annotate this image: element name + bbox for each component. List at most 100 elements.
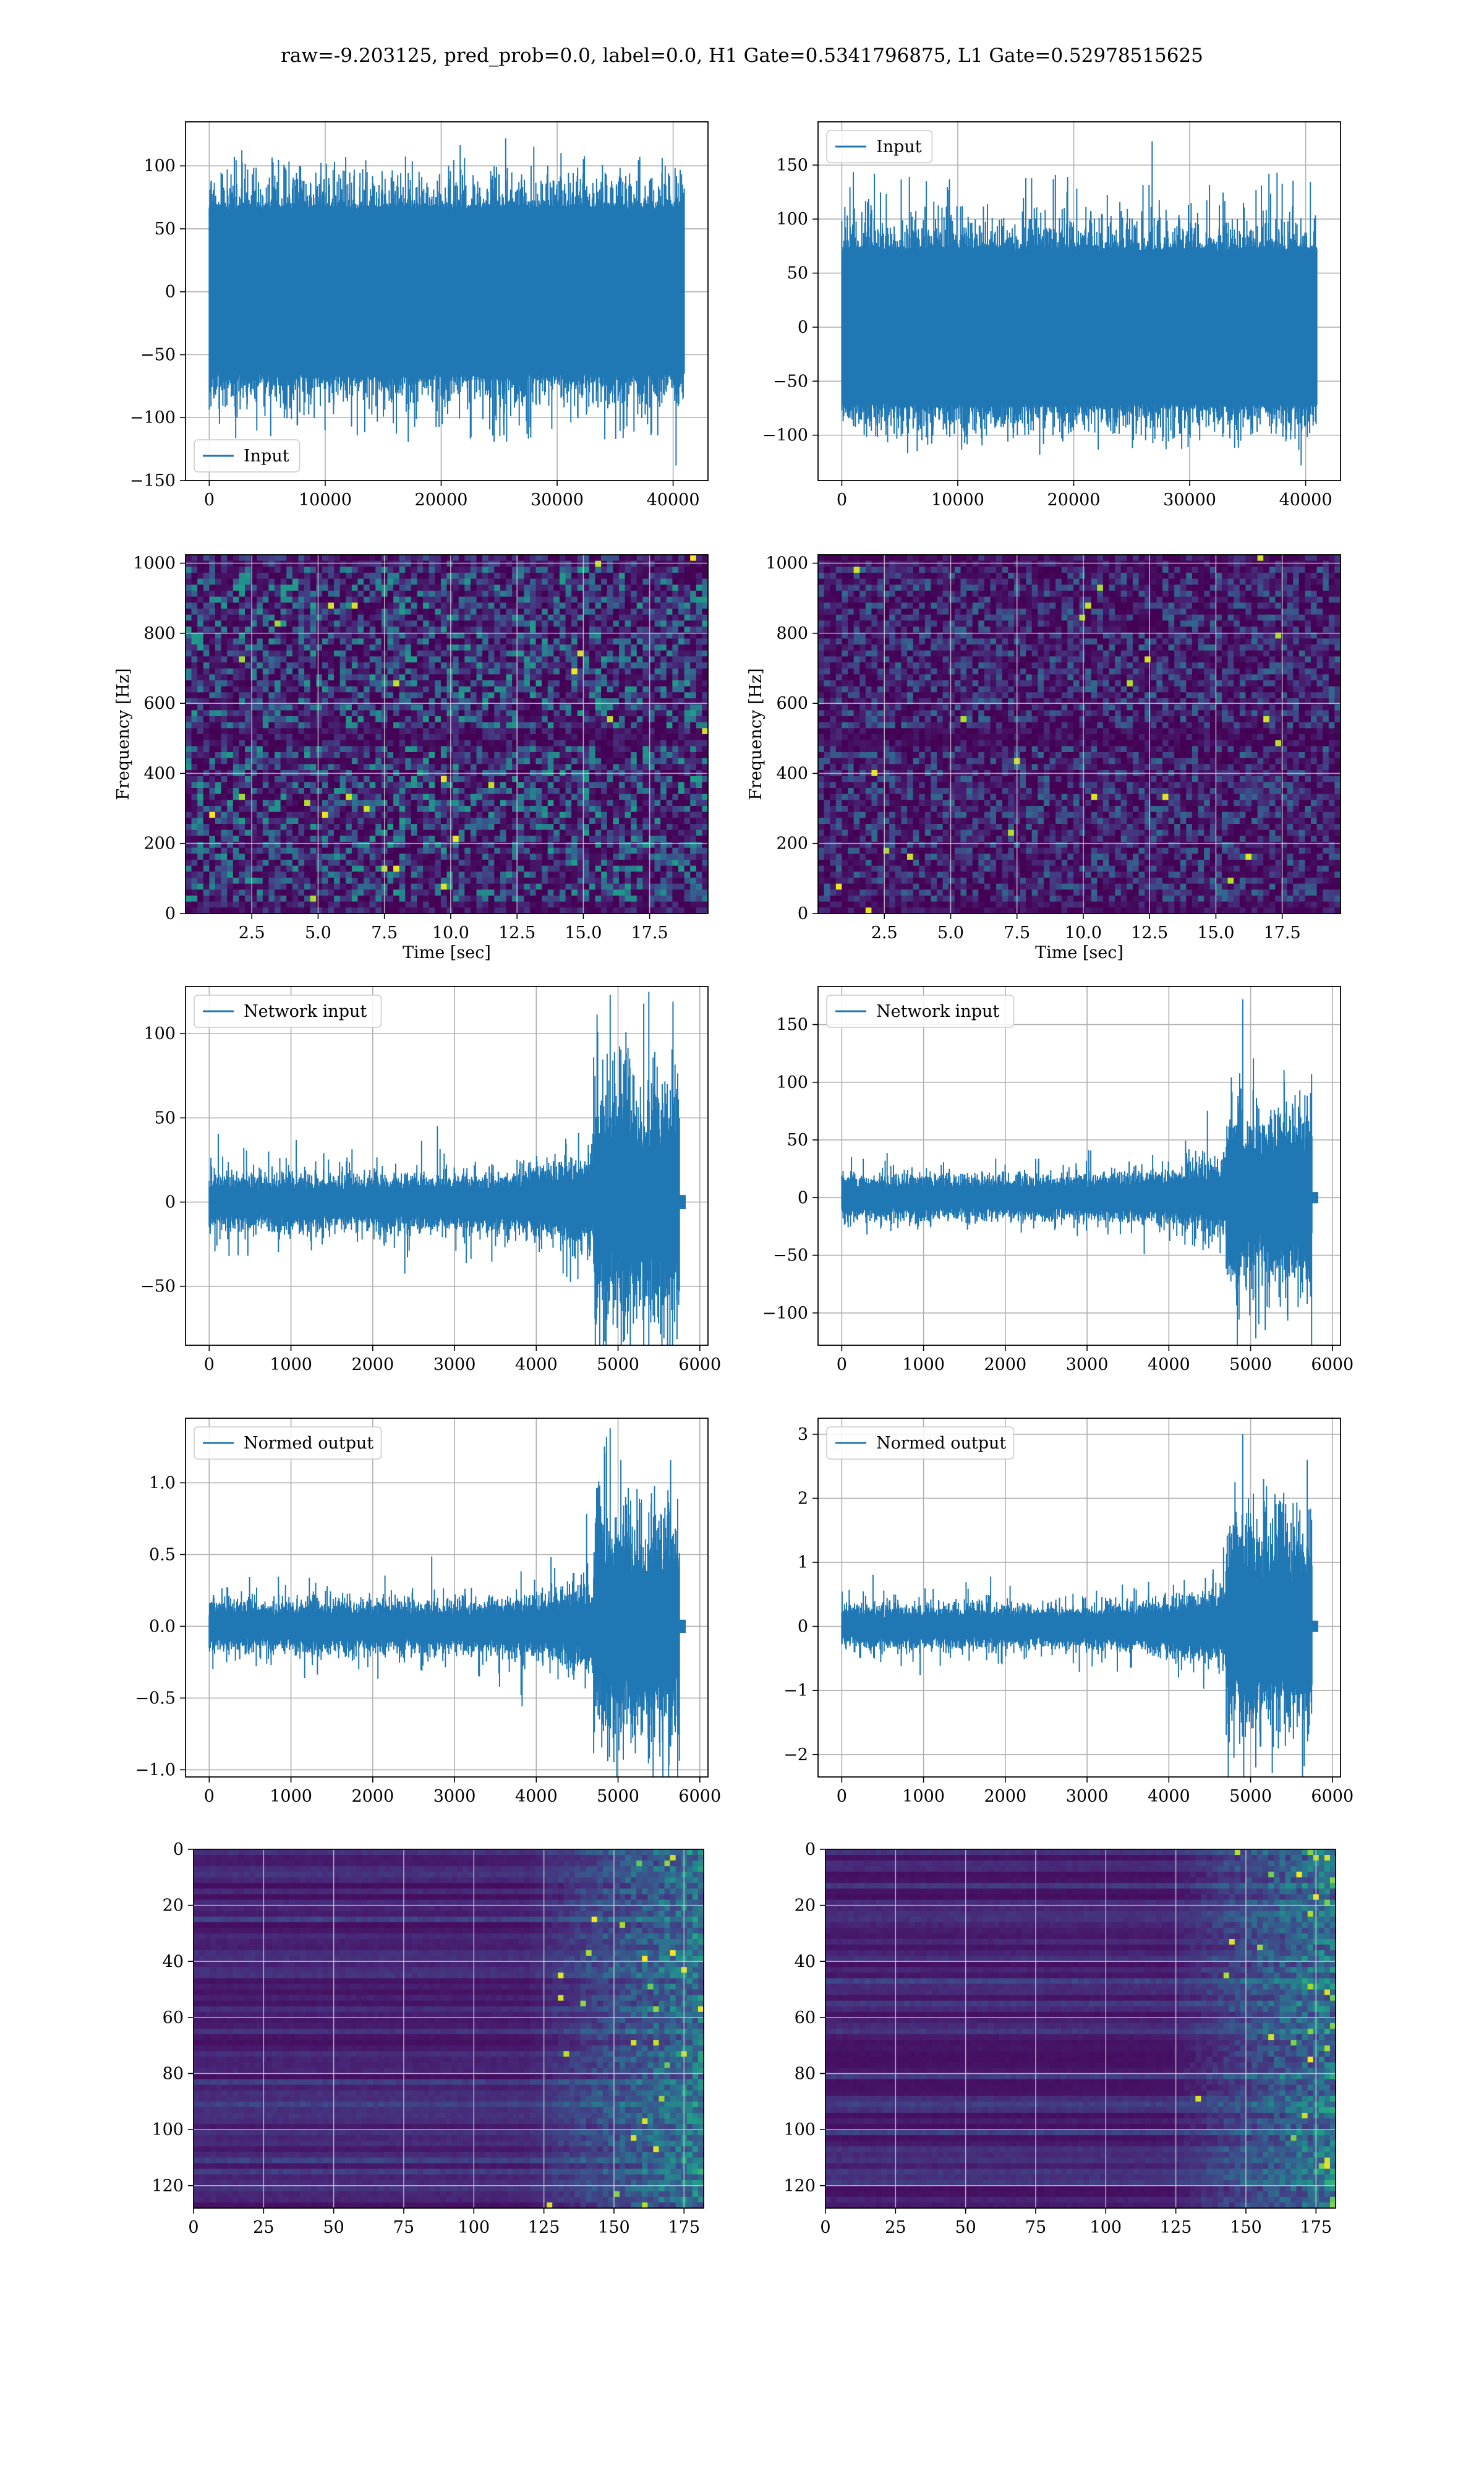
spectrogram-cell bbox=[346, 704, 352, 711]
spectrogram-cell bbox=[197, 889, 203, 896]
spectrogram-cell bbox=[506, 602, 513, 609]
spectrogram-cell bbox=[583, 812, 589, 818]
spectrogram-cell bbox=[227, 842, 233, 848]
spectrogram-cell bbox=[417, 687, 423, 693]
spectrogram-cell bbox=[566, 806, 572, 812]
spectrogram-cell bbox=[660, 609, 667, 615]
spectrogram-cell bbox=[405, 902, 411, 908]
spectrogram-cell bbox=[370, 740, 376, 747]
spectrogram-cell bbox=[566, 716, 572, 722]
spectrogram-cell bbox=[423, 644, 429, 651]
spectrogram-cell bbox=[548, 561, 554, 567]
spectrogram-cell bbox=[197, 848, 203, 854]
spectrogram-cell bbox=[304, 848, 310, 854]
spectrogram-cell bbox=[292, 597, 299, 603]
spectrogram-cell bbox=[571, 824, 578, 830]
spectrogram-cell bbox=[488, 752, 495, 758]
spectrogram-cell bbox=[352, 692, 358, 698]
spectrogram-cell bbox=[571, 567, 578, 573]
spectrogram-cell bbox=[417, 573, 423, 579]
spectrogram-cell bbox=[524, 848, 530, 854]
spectrogram-cell bbox=[548, 758, 554, 764]
spectrogram-cell bbox=[553, 842, 560, 848]
spectrogram-cell bbox=[560, 656, 566, 662]
spectrogram-cell bbox=[340, 776, 346, 782]
spectrogram-cell bbox=[524, 584, 530, 591]
spectrogram-cell bbox=[375, 788, 382, 794]
spectrogram-cell bbox=[459, 758, 465, 764]
spectrogram-cell bbox=[631, 591, 637, 597]
spectrogram-cell bbox=[571, 788, 578, 794]
spectrogram-cell bbox=[322, 555, 328, 561]
spectrogram-cell bbox=[548, 848, 554, 854]
spectrogram-cell bbox=[589, 842, 595, 848]
spectrogram-cell bbox=[310, 902, 317, 908]
spectrogram-cell bbox=[471, 567, 477, 573]
spectrogram-cell bbox=[595, 597, 602, 603]
spectrogram-cell bbox=[524, 884, 530, 890]
spectrogram-cell bbox=[203, 662, 210, 669]
spectrogram-cell bbox=[310, 752, 317, 758]
spectrogram-cell bbox=[518, 662, 524, 669]
spectrogram-cell bbox=[268, 573, 275, 579]
spectrogram-cell bbox=[631, 567, 637, 573]
spectrogram-cell bbox=[215, 687, 221, 693]
spectrogram-cell bbox=[239, 794, 245, 800]
spectrogram-cell bbox=[286, 579, 292, 585]
spectrogram-cell bbox=[625, 776, 631, 782]
spectrogram-cell bbox=[435, 866, 441, 872]
spectrogram-cell bbox=[471, 871, 477, 878]
spectrogram-cell bbox=[524, 740, 530, 747]
spectrogram-cell bbox=[399, 728, 406, 734]
spectrogram-cell bbox=[553, 584, 560, 591]
spectrogram-cell bbox=[209, 746, 215, 752]
spectrogram-cell bbox=[435, 597, 441, 603]
spectrogram-cell bbox=[667, 644, 673, 651]
spectrogram-cell bbox=[192, 758, 198, 764]
spectrogram-cell bbox=[334, 674, 340, 680]
spectrogram-cell bbox=[316, 734, 322, 740]
spectrogram-cell bbox=[405, 728, 411, 734]
spectrogram-cell bbox=[601, 609, 607, 615]
spectrogram-cell bbox=[340, 836, 346, 842]
spectrogram-cell bbox=[375, 656, 382, 662]
spectrogram-cell bbox=[370, 555, 376, 561]
spectrogram-cell bbox=[631, 806, 637, 812]
spectrogram-cell bbox=[566, 615, 572, 621]
spectrogram-cell bbox=[471, 788, 477, 794]
spectrogram-cell bbox=[583, 710, 589, 716]
spectrogram-cell bbox=[441, 602, 447, 609]
spectrogram-cell bbox=[286, 842, 292, 848]
spectrogram-cell bbox=[578, 884, 584, 890]
spectrogram-cell bbox=[186, 615, 192, 621]
spectrogram-cell bbox=[227, 884, 233, 890]
spectrogram-cell bbox=[227, 692, 233, 698]
spectrogram-cell bbox=[310, 896, 317, 902]
spectrogram-cell bbox=[429, 734, 435, 740]
spectrogram-cell bbox=[453, 764, 459, 770]
spectrogram-cell bbox=[471, 896, 477, 902]
spectrogram-cell bbox=[370, 728, 376, 734]
spectrogram-cell bbox=[227, 555, 233, 561]
spectrogram-cell bbox=[459, 555, 465, 561]
spectrogram-cell bbox=[631, 734, 637, 740]
spectrogram-cell bbox=[411, 902, 417, 908]
spectrogram-cell bbox=[286, 860, 292, 866]
spectrogram-cell bbox=[340, 758, 346, 764]
spectrogram-cell bbox=[423, 722, 429, 729]
spectrogram-cell bbox=[566, 573, 572, 579]
spectrogram-cell bbox=[298, 651, 304, 657]
spectrogram-cell bbox=[375, 758, 382, 764]
spectrogram-cell bbox=[298, 609, 304, 615]
spectrogram-cell bbox=[536, 836, 542, 842]
spectrogram-cell bbox=[423, 627, 429, 633]
spectrogram-cell bbox=[548, 602, 554, 609]
spectrogram-cell bbox=[441, 722, 447, 729]
spectrogram-cell bbox=[316, 615, 322, 621]
spectrogram-cell bbox=[316, 597, 322, 603]
spectrogram-cell bbox=[488, 597, 495, 603]
spectrogram-cell bbox=[453, 782, 459, 788]
spectrogram-cell bbox=[221, 597, 228, 603]
spectrogram-cell bbox=[203, 680, 210, 687]
spectrogram-cell bbox=[316, 884, 322, 890]
